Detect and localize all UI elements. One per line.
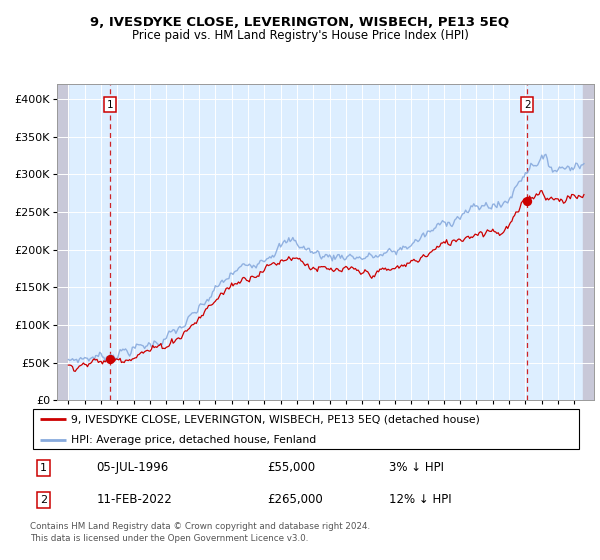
Text: 9, IVESDYKE CLOSE, LEVERINGTON, WISBECH, PE13 5EQ (detached house): 9, IVESDYKE CLOSE, LEVERINGTON, WISBECH,… — [71, 414, 480, 424]
Text: Contains HM Land Registry data © Crown copyright and database right 2024.
This d: Contains HM Land Registry data © Crown c… — [30, 522, 370, 543]
Point — [523, 197, 532, 206]
Text: 05-JUL-1996: 05-JUL-1996 — [96, 461, 169, 474]
Text: £265,000: £265,000 — [268, 493, 323, 506]
Text: £55,000: £55,000 — [268, 461, 316, 474]
Text: 1: 1 — [107, 100, 113, 110]
Text: 12% ↓ HPI: 12% ↓ HPI — [389, 493, 451, 506]
Text: 3% ↓ HPI: 3% ↓ HPI — [389, 461, 444, 474]
Bar — [583, 84, 594, 400]
Text: 11-FEB-2022: 11-FEB-2022 — [96, 493, 172, 506]
Text: 2: 2 — [524, 100, 531, 110]
Text: 1: 1 — [40, 463, 47, 473]
Point — [105, 354, 115, 363]
Text: HPI: Average price, detached house, Fenland: HPI: Average price, detached house, Fenl… — [71, 435, 317, 445]
Text: 9, IVESDYKE CLOSE, LEVERINGTON, WISBECH, PE13 5EQ: 9, IVESDYKE CLOSE, LEVERINGTON, WISBECH,… — [91, 16, 509, 29]
Text: Price paid vs. HM Land Registry's House Price Index (HPI): Price paid vs. HM Land Registry's House … — [131, 29, 469, 42]
FancyBboxPatch shape — [33, 409, 579, 449]
Text: 2: 2 — [40, 495, 47, 505]
Bar — [57, 84, 68, 400]
